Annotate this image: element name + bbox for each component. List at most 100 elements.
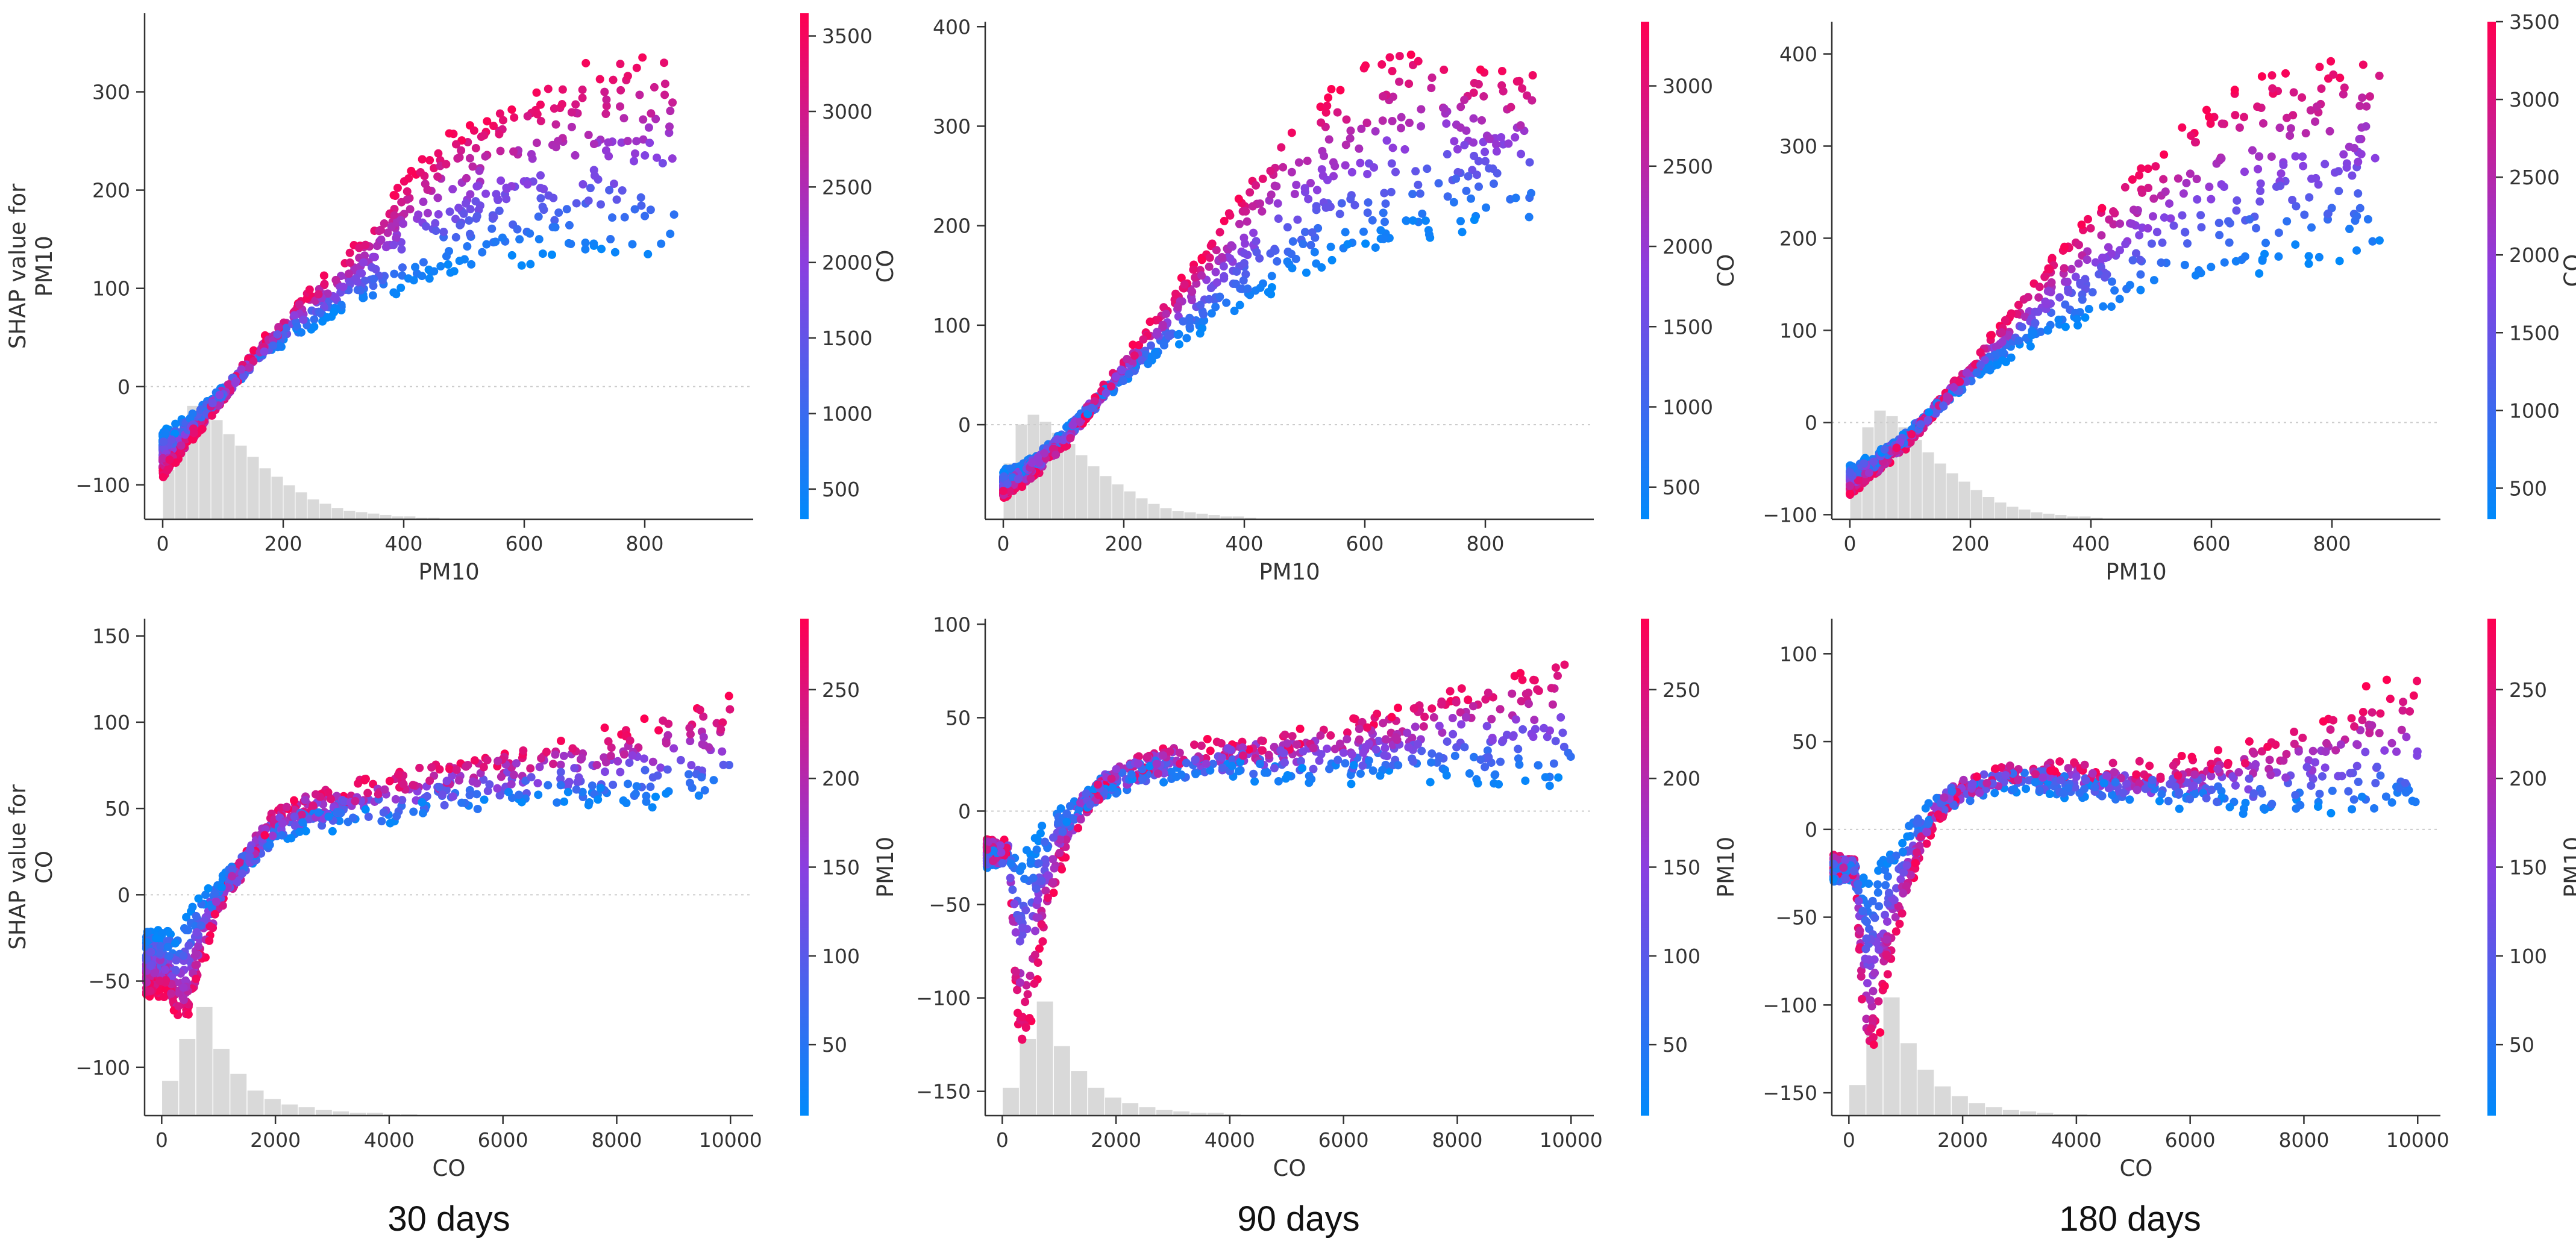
scatter-point bbox=[2409, 691, 2418, 700]
scatter-point bbox=[2301, 129, 2310, 138]
scatter-point bbox=[1409, 704, 1418, 713]
scatter-point bbox=[1277, 143, 1286, 152]
scatter-point bbox=[1518, 725, 1528, 734]
scatter-point bbox=[1955, 377, 1964, 386]
scatter-point bbox=[551, 750, 560, 759]
scatter-point bbox=[1202, 760, 1211, 769]
scatter-point bbox=[459, 209, 468, 218]
scatter-point bbox=[239, 372, 248, 381]
histogram-bar bbox=[1064, 444, 1076, 519]
x-tick-label: 400 bbox=[2072, 532, 2110, 555]
scatter-point bbox=[2061, 322, 2070, 331]
scatter-point bbox=[1373, 710, 1382, 719]
colorbar-label: CO bbox=[873, 250, 898, 283]
colorbar-tick-label: 250 bbox=[1662, 678, 1700, 702]
scatter-point bbox=[418, 272, 427, 281]
scatter-point bbox=[326, 795, 335, 804]
scatter-point bbox=[421, 222, 430, 231]
scatter-point bbox=[1153, 328, 1162, 337]
scatter-point bbox=[399, 219, 408, 228]
scatter-point bbox=[1232, 267, 1241, 276]
scatter-point bbox=[364, 812, 373, 821]
scatter-point bbox=[1316, 731, 1325, 740]
scatter-point bbox=[2274, 252, 2283, 261]
scatter-point bbox=[331, 293, 340, 302]
scatter-point bbox=[1290, 190, 1299, 199]
scatter-point bbox=[393, 183, 402, 192]
scatter-point bbox=[601, 110, 610, 119]
scatter-point bbox=[1518, 84, 1527, 93]
scatter-point bbox=[2181, 228, 2190, 237]
scatter-point bbox=[1159, 341, 1168, 350]
scatter-point bbox=[2045, 264, 2054, 273]
scatter-point bbox=[489, 122, 498, 131]
scatter-point bbox=[2342, 159, 2351, 168]
scatter-point bbox=[2136, 270, 2145, 279]
scatter-point bbox=[571, 151, 580, 160]
scatter-point bbox=[507, 779, 516, 789]
scatter-point bbox=[1175, 748, 1184, 757]
scatter-point bbox=[379, 808, 388, 817]
scatter-point bbox=[544, 781, 553, 790]
scatter-point bbox=[1055, 849, 1064, 858]
scatter-point bbox=[351, 274, 360, 283]
scatter-point bbox=[2268, 84, 2277, 93]
scatter-point bbox=[1296, 724, 1305, 733]
scatter-point bbox=[480, 795, 489, 804]
scatter-point bbox=[392, 811, 401, 820]
scatter-point bbox=[1361, 61, 1370, 70]
scatter-point bbox=[1211, 267, 1220, 276]
scatter-point bbox=[354, 243, 363, 252]
scatter-point bbox=[551, 120, 560, 129]
scatter-point bbox=[344, 269, 353, 278]
scatter-point bbox=[1511, 133, 1520, 142]
scatter-point bbox=[1159, 778, 1168, 787]
histogram-bar bbox=[1071, 1071, 1088, 1116]
scatter-point bbox=[1033, 958, 1042, 967]
scatter-point bbox=[268, 831, 277, 840]
histogram-bar bbox=[213, 1049, 230, 1116]
scatter-point bbox=[454, 776, 463, 785]
scatter-point bbox=[1061, 442, 1070, 451]
scatter-point bbox=[589, 239, 598, 248]
scatter-point bbox=[1435, 722, 1444, 731]
scatter-point bbox=[644, 249, 653, 258]
scatter-point bbox=[716, 725, 725, 734]
scatter-point bbox=[433, 193, 442, 202]
scatter-point bbox=[1378, 116, 1387, 125]
scatter-point bbox=[600, 723, 609, 733]
scatter-point bbox=[1022, 846, 1031, 855]
scatter-point bbox=[324, 812, 333, 821]
scatter-point bbox=[433, 172, 442, 181]
scatter-point bbox=[445, 207, 454, 216]
scatter-point bbox=[391, 795, 400, 804]
scatter-point bbox=[1082, 789, 1091, 798]
scatter-point bbox=[1197, 271, 1206, 280]
scatter-point bbox=[997, 848, 1006, 857]
scatter-point bbox=[1497, 133, 1506, 142]
scatter-point bbox=[1427, 758, 1436, 767]
scatter-point bbox=[1347, 167, 1356, 177]
scatter-point bbox=[1449, 198, 1458, 207]
histogram-bar bbox=[307, 499, 319, 519]
scatter-point bbox=[439, 228, 448, 237]
scatter-point bbox=[1249, 228, 1258, 237]
scatter-point bbox=[2158, 238, 2167, 247]
scatter-point bbox=[1907, 430, 1916, 439]
scatter-point bbox=[1378, 92, 1387, 101]
scatter-point bbox=[298, 818, 307, 827]
scatter-point bbox=[2152, 228, 2161, 237]
histogram-bar bbox=[295, 492, 307, 519]
scatter-point bbox=[517, 261, 526, 270]
scatter-point bbox=[475, 166, 484, 175]
scatter-point bbox=[1426, 778, 1435, 787]
scatter-point bbox=[2288, 196, 2297, 205]
scatter-point bbox=[194, 894, 203, 903]
scatter-point bbox=[2075, 240, 2084, 249]
scatter-point bbox=[1925, 408, 1934, 417]
scatter-point bbox=[2314, 252, 2324, 261]
scatter-point bbox=[507, 251, 516, 260]
scatter-point bbox=[639, 135, 648, 144]
colorbar-label: CO bbox=[1713, 254, 1739, 287]
